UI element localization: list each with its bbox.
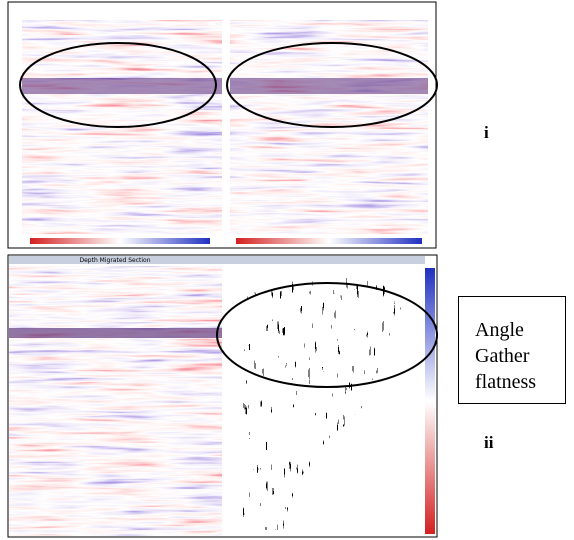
colorbar xyxy=(236,238,422,244)
title-bar xyxy=(222,256,425,264)
reflector-band xyxy=(9,328,222,338)
highlight-ellipse xyxy=(226,42,438,128)
panel-label: i xyxy=(484,123,489,142)
panel-i xyxy=(7,1,438,249)
panel-ii: Depth Migrated Section xyxy=(7,254,438,538)
colorbar xyxy=(425,268,435,534)
seismic-section xyxy=(9,266,222,536)
callout-box: Angle Gather flatness xyxy=(458,296,566,404)
colorbar xyxy=(30,238,210,244)
title-bar xyxy=(9,256,222,264)
reflector-band xyxy=(22,78,222,94)
reflector-band xyxy=(230,78,428,94)
highlight-ellipse xyxy=(216,282,438,388)
panel-label: ii xyxy=(484,433,494,452)
section-title: Depth Migrated Section xyxy=(79,257,150,264)
highlight-ellipse xyxy=(19,42,217,128)
